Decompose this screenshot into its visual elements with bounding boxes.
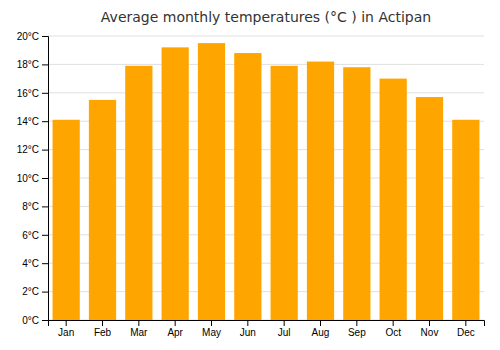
y-tick-label: 18°C: [17, 59, 39, 70]
bar: [162, 47, 189, 320]
y-tick-mark: [42, 93, 48, 94]
x-tick: Jan: [58, 320, 74, 338]
x-tick-mark: [429, 320, 430, 326]
bar: [89, 100, 116, 320]
y-tick: 0°C: [22, 315, 48, 326]
y-tick-label: 2°C: [22, 286, 39, 297]
x-tick-mark: [320, 320, 321, 326]
grid-line: [48, 92, 484, 93]
x-tick-mark: [211, 320, 212, 326]
y-tick-label: 20°C: [17, 31, 39, 42]
y-tick-mark: [42, 292, 48, 293]
grid-line: [48, 64, 484, 65]
x-tick-mark: [102, 320, 103, 326]
y-tick-label: 4°C: [22, 258, 39, 269]
y-tick: 14°C: [17, 116, 48, 127]
y-tick-mark: [42, 263, 48, 264]
x-tick-label: Aug: [312, 327, 330, 338]
y-tick-mark: [42, 206, 48, 207]
y-tick-label: 14°C: [17, 116, 39, 127]
y-axis-line: [42, 37, 49, 321]
x-tick: Aug: [312, 320, 330, 338]
bar: [125, 66, 152, 320]
y-tick: 12°C: [17, 144, 48, 155]
y-tick-label: 12°C: [17, 144, 39, 155]
y-tick-mark: [42, 36, 48, 37]
x-tick-mark: [66, 320, 67, 326]
x-tick-mark: [356, 320, 357, 326]
x-tick: Oct: [385, 320, 401, 338]
bar: [198, 43, 225, 320]
x-axis-line: [49, 321, 485, 327]
x-tick: Dec: [457, 320, 475, 338]
y-tick: 16°C: [17, 88, 48, 99]
x-tick: Jun: [240, 320, 256, 338]
x-tick-label: Jan: [58, 327, 74, 338]
y-tick: 2°C: [22, 286, 48, 297]
x-tick-mark: [175, 320, 176, 326]
y-tick-mark: [42, 178, 48, 179]
bar: [452, 120, 479, 320]
title: Average monthly temperatures (°C ) in Ac…: [101, 9, 431, 25]
x-tick-label: Sep: [348, 327, 366, 338]
x-tick-mark: [465, 320, 466, 326]
x-tick-label: May: [202, 327, 221, 338]
x-tick: Feb: [94, 320, 112, 338]
bar: [271, 66, 298, 320]
x-tick: Nov: [421, 320, 439, 338]
x-tick-mark: [393, 320, 394, 326]
y-tick-label: 10°C: [17, 173, 39, 184]
bar: [53, 120, 80, 320]
x-tick: Jul: [278, 320, 291, 338]
x-tick: Apr: [167, 320, 183, 338]
x-axis: Jan Feb Mar Apr May Jun Jul Aug Sep Oct Nov Dec: [49, 320, 485, 338]
grid-line: [48, 36, 484, 37]
y-tick: 4°C: [22, 258, 48, 269]
y-tick-label: 6°C: [22, 230, 39, 241]
x-tick: May: [202, 320, 221, 338]
bar: [234, 53, 261, 320]
chart: Jan Feb Mar Apr May Jun Jul Aug Sep Oct Nov Dec 0°C 2…: [0, 0, 500, 350]
x-tick-mark: [284, 320, 285, 326]
x-tick-label: Apr: [167, 327, 183, 338]
y-tick-label: 8°C: [22, 201, 39, 212]
y-tick: 20°C: [17, 31, 48, 42]
x-tick-label: Jul: [278, 327, 291, 338]
x-tick-label: Mar: [130, 327, 148, 338]
x-tick-label: Oct: [385, 327, 401, 338]
y-tick-mark: [42, 235, 48, 236]
y-axis: 0°C 2°C 4°C 6°C 8°C 10°C 12°C 14°C 16°C 18°C 20°C: [17, 31, 49, 326]
y-tick-mark: [42, 64, 48, 65]
x-tick: Sep: [348, 320, 366, 338]
x-tick-label: Feb: [94, 327, 112, 338]
y-tick: 18°C: [17, 59, 48, 70]
bars: [53, 43, 480, 320]
y-tick-mark: [42, 320, 48, 321]
y-tick-mark: [42, 121, 48, 122]
x-tick-mark: [138, 320, 139, 326]
x-tick: Mar: [130, 320, 148, 338]
plot: Jan Feb Mar Apr May Jun Jul Aug Sep Oct Nov Dec 0°C 2…: [17, 31, 485, 338]
bar: [380, 79, 407, 320]
bar: [343, 67, 370, 320]
x-tick-label: Jun: [240, 327, 256, 338]
grid: [48, 36, 484, 320]
y-tick-label: 0°C: [22, 315, 39, 326]
y-tick: 10°C: [17, 173, 48, 184]
y-tick: 8°C: [22, 201, 48, 212]
x-tick-mark: [247, 320, 248, 326]
y-tick-mark: [42, 150, 48, 151]
x-tick-label: Nov: [421, 327, 439, 338]
y-tick-label: 16°C: [17, 88, 39, 99]
bar: [416, 97, 443, 320]
y-tick: 6°C: [22, 230, 48, 241]
bar: [307, 62, 334, 320]
x-tick-label: Dec: [457, 327, 475, 338]
